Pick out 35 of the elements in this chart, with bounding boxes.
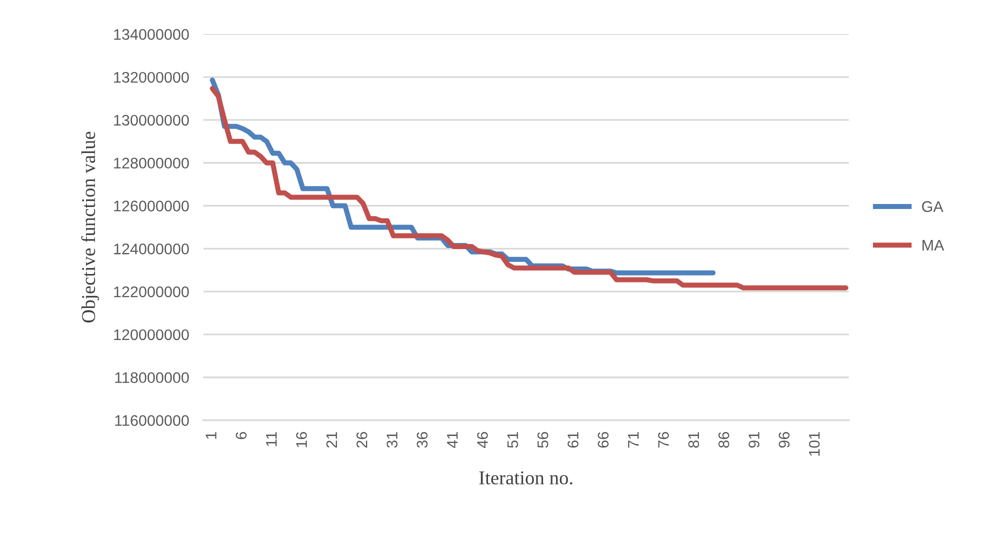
x-tick-label: 31 [386,432,398,448]
y-tick-label: 134000000 [114,29,189,40]
x-tick-label: 51 [507,432,518,448]
x-tick-label: 41 [447,432,458,448]
y-tick-label: 118000000 [115,372,189,384]
x-tick-label: 11 [266,432,277,446]
x-tick-label: 26 [356,432,368,448]
x-tick-label: 36 [416,432,428,448]
y-axis-title: Objective function value [81,132,100,323]
x-tick-label: 96 [778,432,790,448]
y-tick-label: 124000000 [114,244,189,254]
x-tick-label: 61 [568,432,578,448]
y-tick-label: 116000000 [115,415,189,426]
x-tick-label: 76 [658,432,669,448]
legend-label: GA [922,201,944,212]
x-tick-label: 81 [688,432,700,448]
x-tick-label: 71 [628,432,639,448]
x-tick-label: 66 [598,432,609,448]
y-tick-label: 120000000 [114,329,189,340]
x-axis-title: Iteration no. [479,471,572,485]
y-tick-label: 126000000 [114,200,189,212]
x-tick-label: 1 [206,432,216,439]
x-tick-label: 6 [236,432,247,440]
x-tick-label: 21 [326,432,337,448]
legend-label: MA [922,240,944,251]
y-tick-label: 122000000 [114,286,189,298]
x-tick-label: 91 [748,432,760,448]
y-tick-label: 130000000 [114,114,189,126]
y-tick-label: 132000000 [114,72,189,83]
x-tick-label: 16 [296,432,307,448]
y-tick-label: 128000000 [114,158,189,169]
x-tick-label: 56 [537,432,548,448]
x-tick-label: 86 [718,432,730,448]
x-tick-label: 46 [477,432,488,448]
x-tick-label: 101 [808,432,820,456]
